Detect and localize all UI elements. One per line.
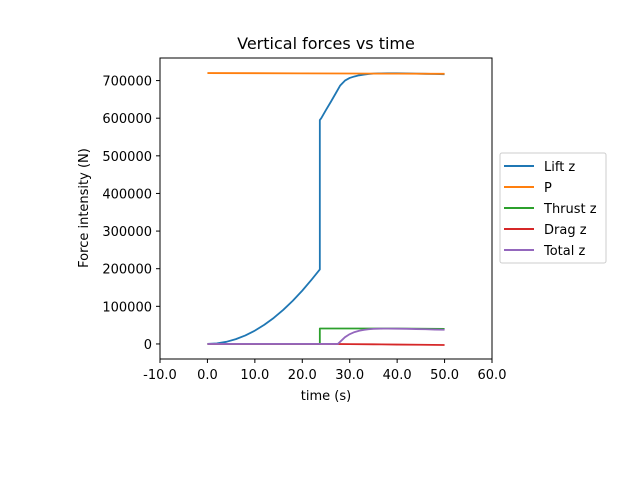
chart-title: Vertical forces vs time (237, 34, 415, 53)
y-ticks: 0 100000 200000 300000 400000 500000 600000 700… (102, 75, 160, 353)
x-tick-label: 60.0 (478, 368, 507, 383)
x-tick-label: -10.0 (143, 368, 177, 383)
y-tick-label: 600000 (102, 112, 152, 127)
y-tick-label: 200000 (102, 263, 152, 278)
y-axis-label: Force intensity (N) (77, 148, 92, 268)
plot-area: -10.0 0.0 10.0 20.0 30.0 40.0 50.0 60.0 0 100000… (102, 57, 506, 383)
y-tick-label: 400000 (102, 187, 152, 202)
x-tick-label: 10.0 (240, 368, 269, 383)
x-tick-label: 20.0 (288, 368, 317, 383)
series-layer (207, 72, 445, 346)
y-tick-label: 0 (144, 338, 152, 353)
x-ticks: -10.0 0.0 10.0 20.0 30.0 40.0 50.0 60.0 (143, 359, 506, 383)
legend-label-lift-z: Lift z (544, 160, 575, 175)
legend-label-thrust-z: Thrust z (543, 202, 597, 217)
y-tick-label: 700000 (102, 75, 152, 90)
series-line-total-z (207, 327, 445, 345)
legend-label-drag-z: Drag z (544, 223, 587, 238)
y-tick-label: 300000 (102, 225, 152, 240)
x-tick-label: 30.0 (335, 368, 364, 383)
legend-label-total-z: Total z (543, 244, 585, 259)
axes-frame (159, 57, 493, 360)
x-tick-label: 0.0 (197, 368, 218, 383)
y-tick-label: 100000 (102, 300, 152, 315)
x-tick-label: 50.0 (430, 368, 459, 383)
legend: Lift z P Thrust z Drag z Total z (499, 152, 607, 264)
x-axis-label: time (s) (301, 389, 351, 404)
x-tick-label: 40.0 (383, 368, 412, 383)
series-line-p (207, 72, 445, 75)
y-tick-label: 500000 (102, 150, 152, 165)
legend-label-p: P (544, 181, 552, 196)
legend-items: Lift z P Thrust z Drag z Total z (504, 160, 597, 259)
legend-box (499, 152, 607, 264)
